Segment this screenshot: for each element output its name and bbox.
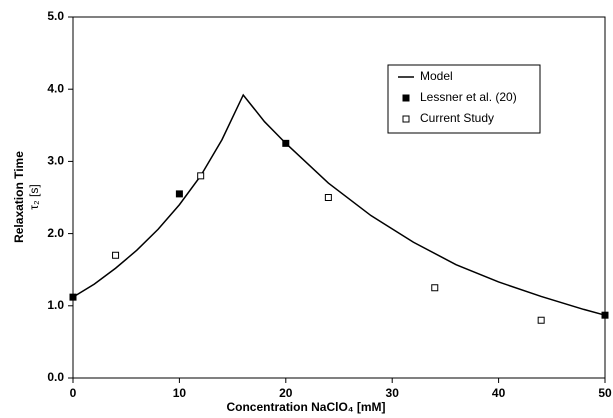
point <box>431 284 439 292</box>
legend-label: Current Study <box>420 111 494 125</box>
point <box>601 311 609 319</box>
legend-marker <box>402 115 410 123</box>
point <box>537 316 545 324</box>
point <box>197 172 205 180</box>
legend-label: Lessner et al. (20) <box>420 90 517 104</box>
point <box>175 190 183 198</box>
legend-marker <box>402 94 410 102</box>
model-line <box>72 93 606 316</box>
y-tick-label: 2.0 <box>47 226 64 240</box>
x-tick-label: 0 <box>70 386 77 400</box>
x-axis-label: Concentration NaClO₄ [mM] <box>226 400 385 414</box>
legend-label: Model <box>420 69 453 83</box>
x-tick-label: 10 <box>173 386 187 400</box>
y-axis-label: Relaxation Time <box>12 151 26 243</box>
point <box>324 194 332 201</box>
plot-frame <box>72 16 606 379</box>
x-tick-label: 30 <box>386 386 400 400</box>
y-tick-label: 3.0 <box>47 154 64 168</box>
y-tick-label: 0.0 <box>47 370 64 384</box>
x-tick-label: 20 <box>279 386 293 400</box>
point <box>69 293 77 301</box>
x-tick-label: 50 <box>598 386 612 400</box>
y-axis-label: τ₂ [s] <box>27 184 41 209</box>
point <box>282 139 290 147</box>
y-tick-label: 1.0 <box>47 298 64 312</box>
y-tick-label: 4.0 <box>47 81 64 95</box>
point <box>112 251 120 259</box>
y-tick-label: 5.0 <box>47 9 64 23</box>
x-tick-label: 40 <box>492 386 506 400</box>
